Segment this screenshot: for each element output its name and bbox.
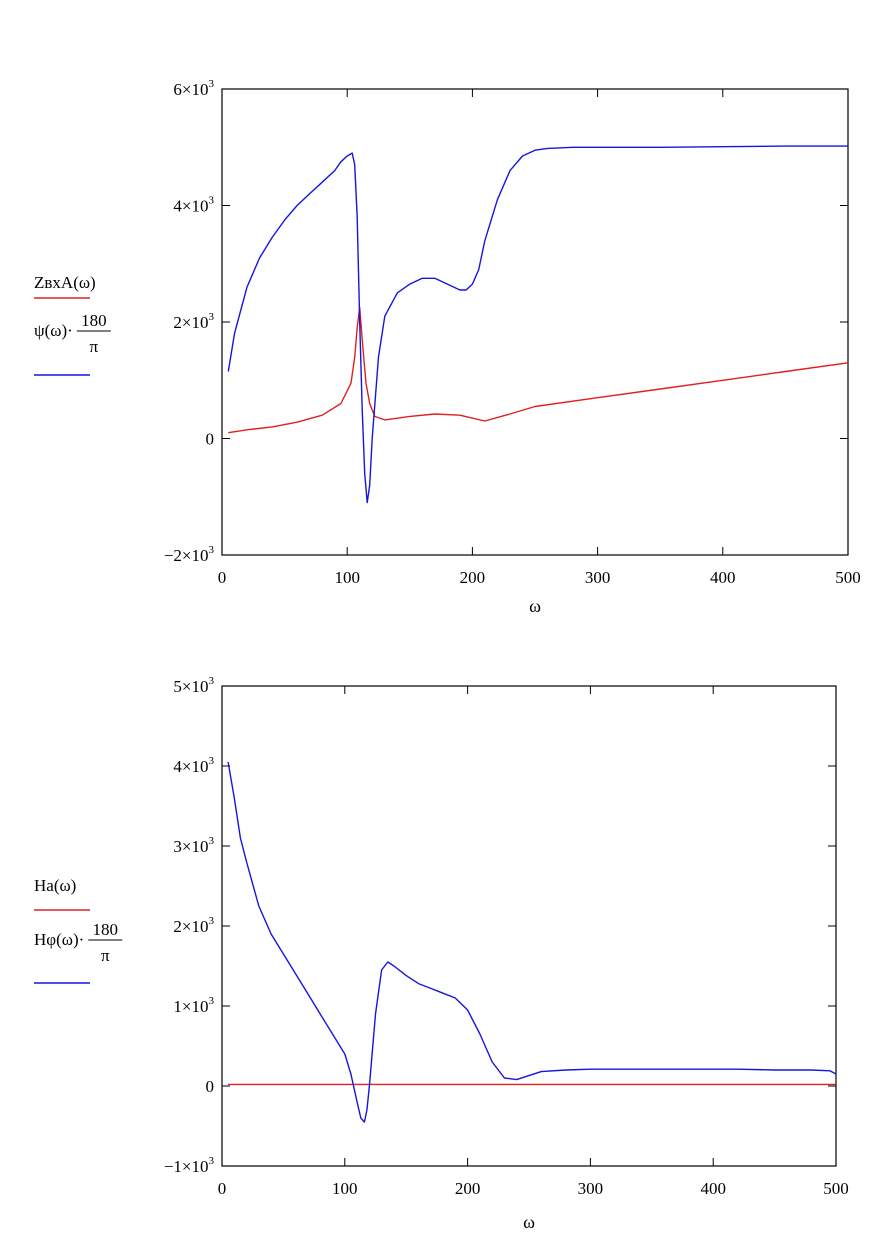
chart-zvxa-psi: 0 100 200 300 400 500−2×10302×1034×1036×103ωZ…: [34, 78, 861, 616]
y-tick-label: −2×103: [164, 544, 215, 565]
x-axis-label: ω: [523, 1212, 535, 1232]
y-tick-label: 4×103: [173, 195, 214, 216]
legend-label: ψ(ω)·: [34, 321, 73, 340]
chart-ha-hphi: 0 100 200 300 400 500−1×10301×1032×1033×1034×…: [34, 675, 849, 1232]
legend-fraction-numerator: 180: [93, 920, 119, 939]
y-tick-label: 2×103: [173, 311, 214, 332]
y-tick-label: 6×103: [173, 78, 214, 99]
x-tick-label: 500: [823, 1179, 849, 1198]
y-tick-label: 3×103: [173, 835, 214, 856]
legend-entry-0: ZвхA(ω): [34, 273, 96, 299]
plot-frame: [221, 685, 837, 1167]
legend-label: Hφ(ω)·: [34, 930, 84, 949]
x-axis-label: ω: [529, 596, 541, 616]
legend-label: Ha(ω): [34, 876, 76, 895]
x-tick-label: 400: [700, 1179, 726, 1198]
y-tick-label: 0: [206, 1077, 215, 1096]
x-tick-label: 300: [585, 568, 611, 587]
y-tick-label: 1×103: [173, 995, 214, 1016]
x-tick-label: 100: [334, 568, 360, 587]
x-tick-label: 400: [710, 568, 736, 587]
y-tick-label: −1×103: [164, 1155, 215, 1176]
x-tick-label: 200: [460, 568, 486, 587]
x-tick-label: 0: [218, 1179, 227, 1198]
y-tick-label: 5×103: [173, 675, 214, 696]
series-line-0: [228, 306, 849, 434]
legend-fraction-denominator: π: [101, 946, 110, 965]
x-tick-label: 500: [835, 568, 861, 587]
series-line-1: [227, 145, 848, 504]
legend-entry-1: Hφ(ω)· 180 π: [34, 920, 123, 984]
legend-label: ZвхA(ω): [34, 273, 96, 292]
y-tick-label: 4×103: [173, 755, 214, 776]
x-tick-label: 100: [332, 1179, 358, 1198]
x-tick-label: 200: [455, 1179, 481, 1198]
legend-entry-0: Ha(ω): [34, 876, 90, 911]
series-line-1: [227, 761, 837, 1123]
x-tick-label: 300: [578, 1179, 604, 1198]
plot-frame: [221, 88, 849, 556]
x-tick-label: 0: [218, 568, 227, 587]
legend-fraction-numerator: 180: [81, 311, 107, 330]
y-tick-label: 2×103: [173, 915, 214, 936]
legend-fraction-denominator: π: [90, 337, 99, 356]
legend-entry-1: ψ(ω)· 180 π: [34, 311, 111, 376]
y-tick-label: 0: [206, 430, 215, 449]
